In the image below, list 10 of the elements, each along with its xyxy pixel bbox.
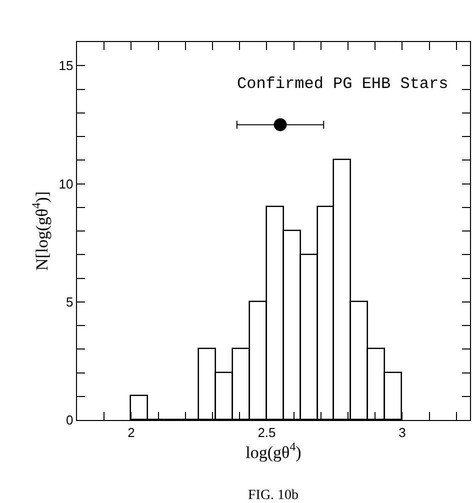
x-axis-title: log(gθ$^{4}$) bbox=[246, 440, 302, 462]
x-tick-label: 3 bbox=[398, 424, 406, 440]
caption: FIG. 10b bbox=[248, 488, 299, 503]
x-tick-label: 2.5 bbox=[258, 424, 276, 440]
y-tick-label: 0 bbox=[66, 412, 74, 428]
y-tick-label: 15 bbox=[58, 58, 74, 74]
y-tick-label: 5 bbox=[66, 294, 74, 310]
y-tick-label: 10 bbox=[58, 176, 74, 192]
x-tick-label: 2 bbox=[128, 424, 135, 440]
annotation: Confirmed PG EHB Stars bbox=[237, 75, 448, 93]
